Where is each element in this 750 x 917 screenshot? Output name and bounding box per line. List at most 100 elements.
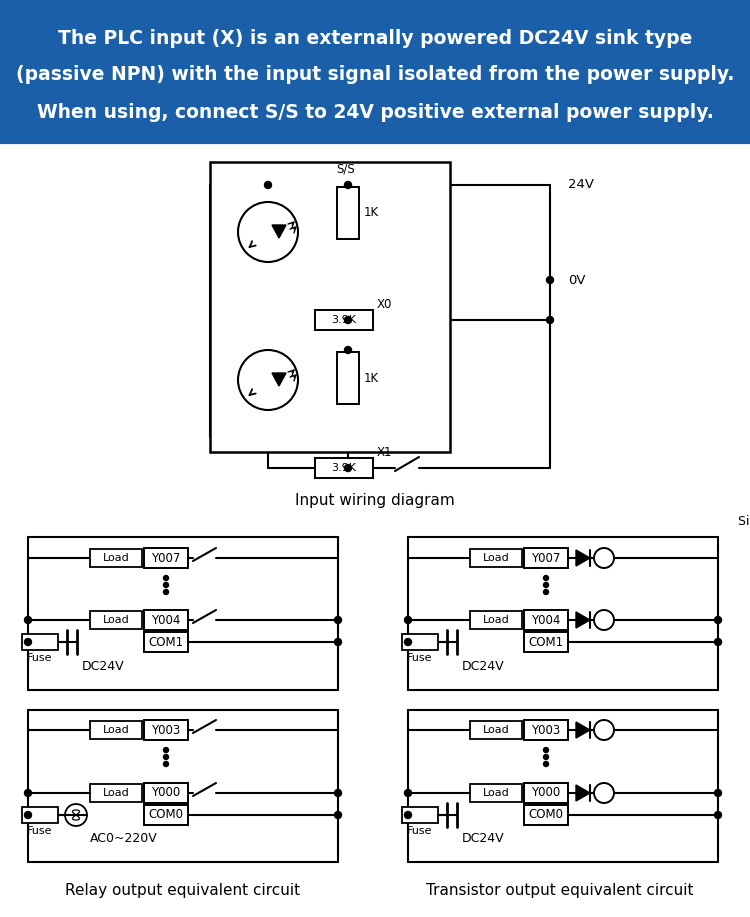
Circle shape — [25, 790, 32, 797]
Text: Y007: Y007 — [152, 551, 181, 565]
Circle shape — [547, 316, 554, 324]
Bar — [524, 805, 568, 825]
Text: COM0: COM0 — [148, 809, 184, 822]
Text: DC24V: DC24V — [462, 659, 505, 672]
Text: (passive NPN) with the input signal isolated from the power supply.: (passive NPN) with the input signal isol… — [16, 65, 734, 84]
Text: 1K: 1K — [364, 206, 379, 219]
Bar — [524, 720, 568, 740]
Text: 24V: 24V — [568, 179, 594, 192]
Circle shape — [164, 582, 169, 588]
Bar — [90, 611, 142, 629]
Bar — [144, 548, 188, 568]
Text: Fuse: Fuse — [407, 653, 433, 663]
Circle shape — [404, 638, 412, 646]
Bar — [22, 634, 58, 650]
Text: The PLC input (X) is an externally powered DC24V sink type: The PLC input (X) is an externally power… — [58, 28, 692, 48]
Bar — [144, 720, 188, 740]
Bar — [144, 610, 188, 630]
Bar — [337, 187, 359, 239]
Bar — [0, 0, 750, 142]
Bar — [144, 783, 188, 803]
Bar — [90, 721, 142, 739]
Circle shape — [164, 747, 169, 753]
Bar — [524, 783, 568, 803]
Bar — [470, 721, 522, 739]
Circle shape — [715, 616, 722, 624]
Text: Load: Load — [483, 788, 509, 798]
Text: DC24V: DC24V — [462, 833, 505, 845]
Circle shape — [334, 616, 341, 624]
Text: Y000: Y000 — [531, 787, 560, 800]
Text: AC0~220V: AC0~220V — [90, 833, 158, 845]
Circle shape — [164, 590, 169, 594]
Circle shape — [544, 576, 548, 580]
Circle shape — [544, 582, 548, 588]
Circle shape — [344, 347, 352, 353]
Polygon shape — [272, 373, 286, 386]
Text: Relay output equivalent circuit: Relay output equivalent circuit — [65, 882, 301, 898]
Polygon shape — [576, 722, 590, 738]
Circle shape — [344, 465, 352, 471]
Circle shape — [404, 790, 412, 797]
Text: Y004: Y004 — [531, 613, 561, 626]
Text: When using, connect S/S to 24V positive external power supply.: When using, connect S/S to 24V positive … — [37, 103, 713, 121]
Text: X0: X0 — [377, 298, 392, 311]
Text: Load: Load — [103, 788, 129, 798]
Text: 0V: 0V — [568, 273, 586, 286]
Text: Fuse: Fuse — [27, 653, 52, 663]
Circle shape — [544, 755, 548, 759]
Text: COM0: COM0 — [529, 809, 563, 822]
Polygon shape — [576, 550, 590, 566]
Circle shape — [344, 316, 352, 324]
Circle shape — [25, 616, 32, 624]
Circle shape — [715, 638, 722, 646]
Text: Fuse: Fuse — [27, 826, 52, 836]
Text: Y003: Y003 — [152, 724, 181, 736]
Circle shape — [544, 590, 548, 594]
Text: X1: X1 — [377, 446, 392, 459]
Circle shape — [544, 747, 548, 753]
Circle shape — [334, 638, 341, 646]
Circle shape — [544, 761, 548, 767]
Polygon shape — [576, 785, 590, 801]
Circle shape — [164, 755, 169, 759]
Bar — [470, 611, 522, 629]
Bar — [524, 548, 568, 568]
Bar — [402, 634, 438, 650]
Text: Load: Load — [483, 615, 509, 625]
Bar — [524, 632, 568, 652]
Text: Sink output type: Sink output type — [738, 515, 750, 528]
Bar — [90, 784, 142, 802]
Text: Y004: Y004 — [152, 613, 181, 626]
Circle shape — [334, 790, 341, 797]
Bar — [144, 805, 188, 825]
Text: 3.9K: 3.9K — [332, 315, 356, 325]
Circle shape — [404, 812, 412, 819]
Circle shape — [344, 182, 352, 189]
Text: COM1: COM1 — [529, 635, 563, 648]
Text: Y003: Y003 — [531, 724, 560, 736]
Bar — [470, 784, 522, 802]
Text: Load: Load — [103, 615, 129, 625]
Text: 1K: 1K — [364, 371, 379, 384]
Bar — [144, 632, 188, 652]
Bar — [470, 549, 522, 567]
Text: Load: Load — [103, 553, 129, 563]
Circle shape — [404, 616, 412, 624]
Text: Load: Load — [103, 725, 129, 735]
Text: Y007: Y007 — [531, 551, 561, 565]
Polygon shape — [272, 225, 286, 238]
Text: Input wiring diagram: Input wiring diagram — [295, 492, 454, 507]
Text: S/S: S/S — [336, 162, 355, 175]
Circle shape — [715, 812, 722, 819]
Text: DC24V: DC24V — [82, 659, 124, 672]
Bar — [90, 549, 142, 567]
Text: Y000: Y000 — [152, 787, 181, 800]
Circle shape — [164, 576, 169, 580]
Circle shape — [25, 638, 32, 646]
Text: Fuse: Fuse — [407, 826, 433, 836]
Bar — [315, 458, 373, 478]
Circle shape — [715, 790, 722, 797]
Bar — [210, 162, 450, 452]
Circle shape — [164, 761, 169, 767]
